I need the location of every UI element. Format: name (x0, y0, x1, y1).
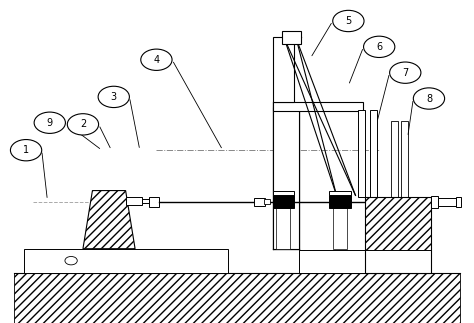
Bar (273, 195, 294, 208)
Bar (431, 196, 438, 208)
Bar (370, 110, 377, 197)
Bar (273, 102, 363, 111)
Circle shape (141, 49, 172, 70)
Text: 1: 1 (23, 145, 29, 155)
Bar (254, 198, 265, 206)
Bar (276, 208, 290, 249)
Bar (438, 198, 457, 206)
Bar (456, 197, 461, 207)
Circle shape (34, 112, 65, 133)
Circle shape (98, 86, 129, 108)
Circle shape (390, 62, 421, 83)
Bar (14, 273, 460, 323)
Circle shape (333, 10, 364, 32)
Circle shape (413, 88, 445, 109)
Bar (391, 121, 398, 197)
Bar (149, 197, 159, 207)
Text: 4: 4 (154, 55, 159, 65)
Bar (273, 37, 294, 102)
Bar (401, 121, 408, 197)
Bar (333, 208, 347, 249)
Text: 2: 2 (80, 120, 86, 129)
Bar (24, 249, 228, 273)
Bar (264, 199, 270, 204)
Circle shape (67, 114, 99, 135)
Text: 7: 7 (402, 68, 409, 78)
Bar (142, 199, 149, 203)
Bar (358, 110, 365, 197)
Bar (273, 107, 299, 249)
Bar (273, 191, 294, 195)
Text: 8: 8 (426, 94, 432, 103)
Bar (126, 197, 142, 205)
Bar (365, 197, 431, 273)
Bar (299, 250, 431, 273)
Bar (329, 191, 351, 195)
Circle shape (364, 36, 395, 57)
Text: 6: 6 (376, 42, 382, 52)
Text: 9: 9 (47, 118, 53, 128)
Text: 3: 3 (111, 92, 117, 102)
Bar (365, 197, 431, 273)
Bar (282, 31, 301, 44)
Text: 5: 5 (345, 16, 352, 26)
Polygon shape (83, 191, 135, 249)
Bar (329, 195, 351, 208)
Circle shape (10, 140, 42, 161)
